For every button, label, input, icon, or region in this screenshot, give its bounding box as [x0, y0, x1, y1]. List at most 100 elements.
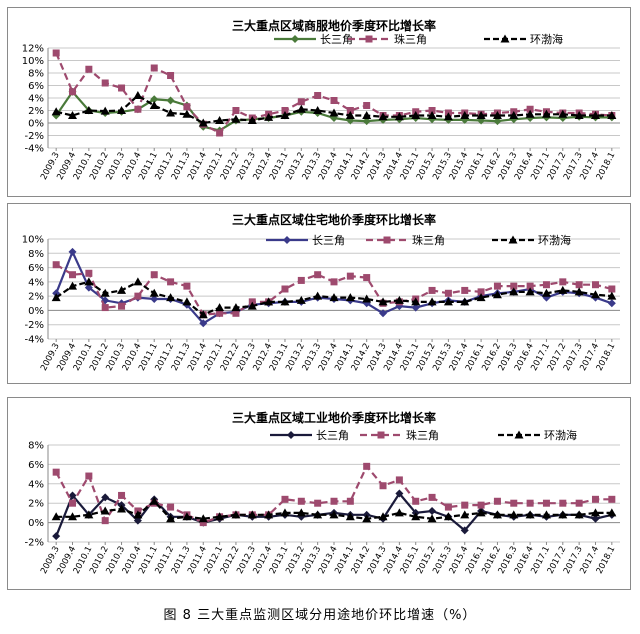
data-point [590, 508, 600, 517]
data-point [542, 281, 550, 289]
y-tick-label: 6% [28, 263, 44, 274]
legend-marker [500, 34, 510, 43]
data-point [231, 510, 241, 519]
data-point [329, 293, 339, 302]
data-point [69, 271, 77, 279]
y-tick-label: 6% [28, 460, 44, 471]
data-point [264, 112, 274, 121]
data-point [68, 247, 77, 256]
data-point [411, 512, 421, 521]
data-point [542, 499, 550, 507]
data-point [559, 278, 567, 286]
data-point [330, 497, 338, 505]
data-point [428, 107, 436, 114]
data-point [493, 282, 501, 290]
data-point [101, 304, 109, 312]
data-point [100, 506, 110, 515]
data-point [330, 278, 338, 286]
data-point [133, 277, 143, 286]
y-tick-label: 8% [28, 69, 44, 80]
data-point [167, 72, 175, 79]
data-point [134, 292, 142, 300]
data-point [84, 510, 94, 519]
data-point [394, 112, 404, 121]
data-point [101, 517, 109, 525]
y-tick-label: 2% [28, 499, 44, 510]
data-point [378, 112, 388, 121]
data-point [574, 111, 584, 119]
data-point [346, 497, 354, 505]
legend-label: 环渤海 [538, 233, 571, 247]
residential-chart-svg: 三大重点区域住宅地价季度环比增长率-4%-2%0%2%4%6%8%10%2009… [22, 212, 620, 373]
y-tick-label: -4% [25, 335, 44, 346]
data-point [167, 278, 175, 286]
residential-land-chart: 三大重点区域住宅地价季度环比增长率 -4% -2% 0% 2% 4% 6% 8% 10% 2009… [7, 203, 631, 384]
data-point [215, 512, 225, 521]
data-point [51, 107, 61, 116]
data-point [575, 281, 583, 289]
data-point [428, 506, 437, 515]
data-point [296, 104, 306, 113]
data-point [166, 293, 176, 302]
legend-marker [383, 236, 391, 244]
y-tick-label: 10% [22, 56, 44, 67]
data-point [574, 287, 584, 296]
data-point [607, 299, 616, 308]
data-point [492, 111, 502, 119]
data-point [51, 293, 61, 302]
y-tick-label: 12% [22, 44, 44, 55]
data-point [247, 116, 257, 124]
data-point [346, 107, 354, 114]
data-point [101, 79, 109, 87]
y-tick-label: 4% [28, 479, 44, 490]
data-point [117, 106, 127, 114]
data-point [149, 288, 159, 297]
data-point [313, 510, 323, 519]
legend-label: 环渤海 [544, 428, 577, 442]
data-point [460, 297, 470, 306]
legend-label: 珠三角 [412, 233, 445, 247]
y-tick-label: 0% [28, 306, 44, 317]
data-point [166, 108, 176, 117]
data-point [559, 499, 567, 507]
data-point [198, 514, 208, 523]
y-tick-label: -2% [25, 320, 44, 331]
data-point [166, 514, 176, 523]
data-point [280, 111, 290, 119]
data-point [133, 510, 143, 519]
data-point [509, 510, 519, 519]
data-point [460, 510, 470, 519]
data-point [477, 288, 485, 296]
data-point [281, 285, 289, 293]
data-point [150, 295, 159, 303]
data-point [118, 491, 126, 499]
data-point [149, 496, 159, 505]
data-point [591, 514, 600, 523]
data-point [314, 92, 322, 99]
data-point [591, 281, 599, 289]
data-point [150, 271, 158, 279]
data-point [395, 302, 404, 311]
chart-title: 三大重点区域工业地价季度环比增长率 [232, 410, 436, 425]
data-point [297, 276, 305, 284]
legend-marker [365, 35, 373, 43]
data-point [264, 510, 274, 519]
data-point [297, 98, 305, 106]
data-point [134, 105, 142, 113]
commercial-land-chart: 三大重点区域商服地价季度环比增长率 -4% -2% 0% 2% 4% 6% 8% 10% 12% 2… [7, 7, 631, 197]
data-point [247, 510, 257, 519]
data-point [68, 491, 77, 500]
data-point [378, 297, 388, 306]
data-point [460, 111, 470, 119]
data-point [247, 301, 257, 310]
data-point [85, 65, 93, 73]
data-point [607, 111, 617, 119]
data-point [100, 106, 110, 115]
data-point [85, 472, 93, 480]
data-point [461, 286, 469, 294]
data-point [558, 109, 568, 118]
data-point [558, 510, 568, 519]
data-point [183, 282, 191, 290]
data-point [280, 297, 290, 306]
data-point [591, 495, 599, 503]
